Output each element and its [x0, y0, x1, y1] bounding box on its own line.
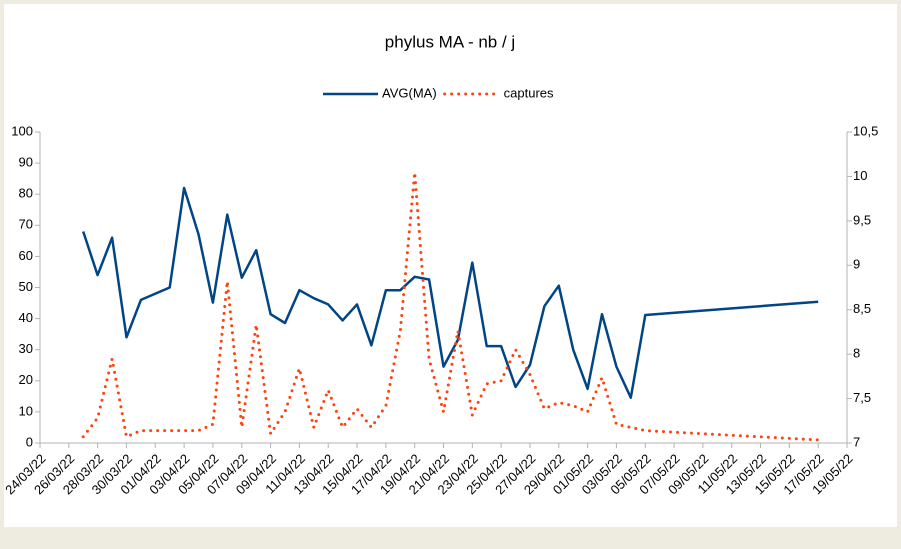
y2-tick-label: 9,5 [853, 212, 871, 227]
y2-tick-label: 9 [853, 257, 860, 272]
y-tick-label: 50 [19, 279, 33, 294]
chart-title: phylus MA - nb / j [385, 32, 515, 51]
y-tick-label: 0 [26, 434, 33, 449]
y-tick-label: 10 [19, 403, 33, 418]
y-tick-label: 20 [19, 372, 33, 387]
y2-tick-label: 8,5 [853, 301, 871, 316]
legend-label: AVG(MA) [382, 85, 437, 100]
y-tick-label: 100 [11, 123, 33, 138]
y-tick-label: 90 [19, 155, 33, 170]
series-line [81, 170, 820, 442]
y-tick-label: 60 [19, 248, 33, 263]
chart-panel [4, 4, 897, 527]
series-line [82, 186, 819, 399]
y2-tick-label: 8 [853, 346, 860, 361]
y2-tick-label: 7,5 [853, 390, 871, 405]
y2-tick-label: 10,5 [853, 123, 878, 138]
y2-tick-label: 7 [853, 434, 860, 449]
legend-label: captures [504, 85, 554, 100]
y-tick-label: 80 [19, 186, 33, 201]
y-tick-label: 70 [19, 217, 33, 232]
y-tick-label: 30 [19, 341, 33, 356]
y-tick-label: 40 [19, 310, 33, 325]
y2-tick-label: 10 [853, 168, 867, 183]
